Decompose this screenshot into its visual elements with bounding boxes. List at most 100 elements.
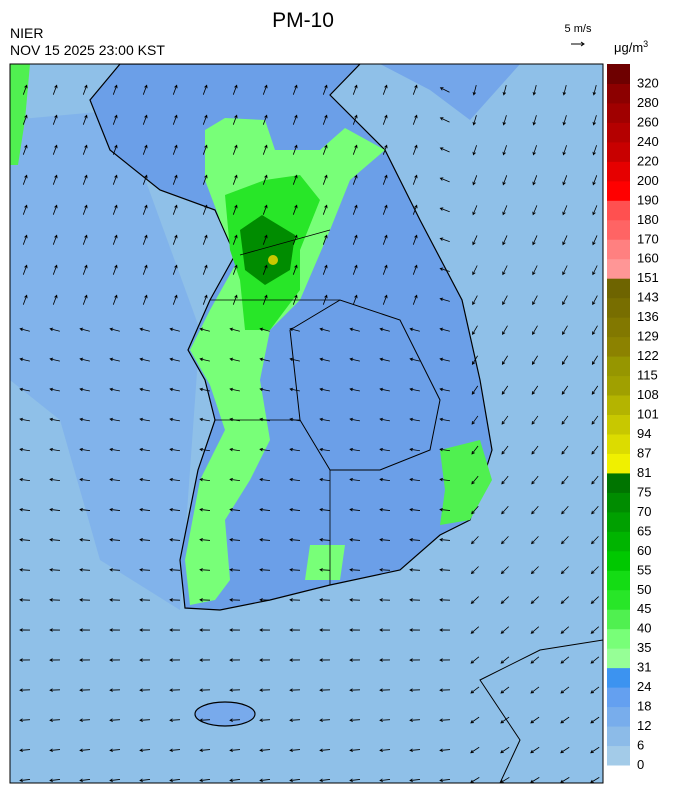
wind-arrow — [472, 325, 478, 336]
wind-arrow — [532, 175, 538, 186]
wind-arrow — [19, 598, 31, 602]
wind-arrow — [79, 538, 91, 542]
colorbar-segment — [607, 609, 630, 630]
wind-arrow — [322, 174, 328, 185]
wind-arrow — [592, 295, 598, 306]
wind-arrow — [139, 778, 151, 783]
wind-arrow — [202, 294, 208, 305]
wind-scale: 5 m/s — [565, 23, 592, 35]
wind-arrow — [172, 294, 178, 305]
colorbar-segment — [607, 511, 630, 532]
wind-arrow — [202, 144, 208, 155]
wind-arrow — [561, 415, 569, 425]
wind-arrow — [502, 265, 508, 276]
wind-arrow — [409, 327, 420, 332]
wind-arrow — [49, 688, 61, 692]
colorbar-segment — [607, 180, 630, 201]
colorbar-label: 220 — [637, 153, 659, 168]
wind-arrow — [409, 387, 420, 392]
colorbar-label: 40 — [637, 621, 651, 636]
wind-arrow — [79, 748, 91, 753]
wind-arrow — [531, 505, 539, 515]
wind-arrow — [439, 658, 451, 662]
wind-arrow — [349, 718, 361, 722]
wind-arrow — [349, 688, 361, 692]
wind-arrow — [259, 327, 270, 332]
wind-arrow — [319, 357, 330, 362]
wind-arrow — [22, 234, 28, 245]
wind-arrow — [382, 84, 388, 95]
wind-arrow — [229, 507, 241, 512]
colorbar-label: 115 — [637, 368, 658, 383]
wind-arrow — [560, 656, 570, 664]
datetime: NOV 15 2025 23:00 KST — [10, 42, 165, 58]
wind-arrow — [530, 686, 540, 694]
colorbar-label: 24 — [637, 679, 651, 694]
colorbar-label: 50 — [637, 582, 651, 597]
wind-arrow — [500, 626, 510, 634]
wind-arrow — [292, 114, 298, 125]
wind-arrow — [139, 387, 150, 392]
wind-arrow — [560, 716, 570, 724]
wind-arrow — [49, 598, 61, 602]
wind-arrow — [199, 417, 210, 422]
wind-arrow — [19, 778, 31, 783]
wind-arrow — [349, 598, 361, 602]
colorbar-label: 136 — [637, 309, 659, 324]
wind-arrow — [532, 325, 538, 336]
wind-arrow — [142, 204, 148, 215]
wind-arrow — [502, 295, 508, 306]
wind-arrow — [501, 385, 509, 395]
wind-arrow — [532, 265, 538, 276]
wind-arrow — [139, 507, 151, 512]
wind-arrow — [202, 204, 208, 215]
wind-arrow — [501, 415, 509, 425]
wind-arrow — [259, 387, 270, 392]
colorbar-label: 87 — [637, 445, 651, 460]
wind-arrow — [169, 327, 180, 332]
wind-arrow — [259, 778, 271, 783]
wind-arrow — [501, 475, 509, 485]
wind-arrow — [412, 144, 418, 155]
wind-arrow — [289, 718, 301, 722]
wind-arrow — [49, 477, 61, 482]
colorbar-segment — [607, 687, 630, 708]
wind-arrow — [79, 387, 90, 392]
wind-arrow — [502, 175, 508, 186]
wind-arrow — [262, 114, 268, 125]
wind-arrow — [19, 387, 30, 392]
colorbar-segment — [607, 297, 630, 318]
wind-arrow — [232, 264, 238, 275]
wind-arrow — [172, 264, 178, 275]
wind-arrow — [229, 538, 241, 542]
wind-arrow — [52, 84, 58, 95]
wind-arrow — [352, 84, 358, 95]
wind-arrow — [19, 658, 31, 662]
wind-arrow — [292, 204, 298, 215]
wind-arrow — [229, 477, 241, 482]
wind-arrow — [439, 688, 451, 692]
wind-arrow — [229, 778, 241, 783]
wind-arrow — [379, 538, 391, 542]
wind-arrow — [472, 295, 478, 306]
wind-arrow — [349, 628, 361, 632]
wind-arrow — [19, 688, 31, 692]
colorbar-label: 108 — [637, 387, 659, 402]
wind-arrow — [172, 204, 178, 215]
wind-arrow — [259, 688, 271, 692]
wind-arrow — [229, 628, 241, 632]
wind-arrow — [439, 207, 450, 213]
wind-arrow — [470, 656, 480, 664]
wind-arrow — [382, 264, 388, 275]
colorbar-label: 55 — [637, 562, 651, 577]
wind-arrow — [502, 85, 507, 96]
wind-arrow — [289, 507, 301, 512]
wind-arrow — [49, 628, 61, 632]
colorbar-label: 60 — [637, 543, 651, 558]
wind-arrow — [109, 778, 121, 783]
wind-arrow — [530, 656, 540, 664]
wind-arrow — [82, 204, 88, 215]
wind-arrow — [172, 84, 178, 95]
wind-arrow — [349, 658, 361, 662]
colorbar-label: 35 — [637, 640, 651, 655]
